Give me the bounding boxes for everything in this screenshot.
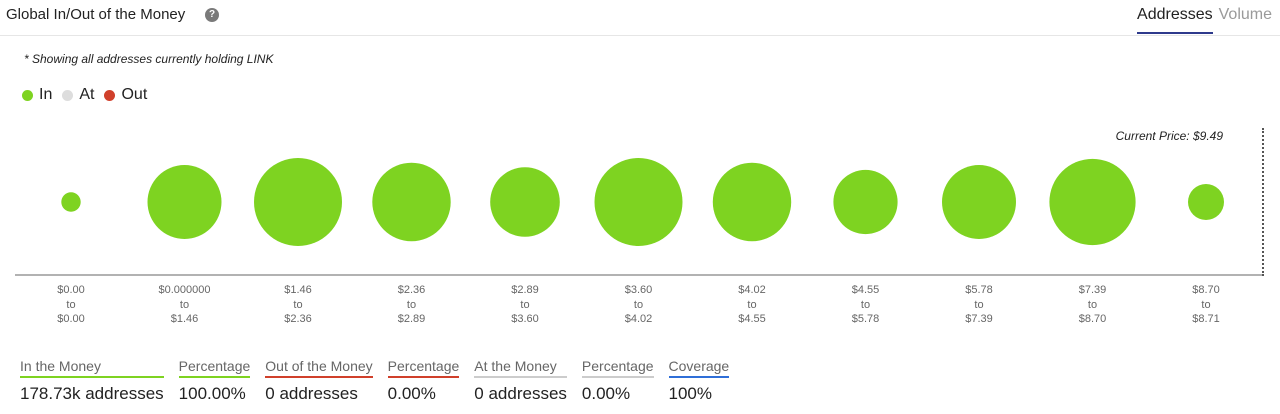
current-price-label: Current Price: $9.49 <box>1115 129 1223 143</box>
bubble-2[interactable] <box>254 158 342 246</box>
stat-value: 0.00% <box>387 384 436 403</box>
tick-to: $3.60 <box>511 313 539 325</box>
stat-1: Percentage 100.00% <box>178 358 251 404</box>
holding-note: * Showing all addresses currently holdin… <box>24 52 274 66</box>
bubble-7[interactable] <box>833 169 898 235</box>
tick-joiner: to <box>1201 298 1211 311</box>
x-tick-label: $4.02 to $4.55 <box>707 283 797 327</box>
bubble-1[interactable] <box>147 165 222 239</box>
legend-item-at[interactable]: At <box>62 86 94 104</box>
bubble-chart <box>15 158 1262 276</box>
stat-value: 100.00% <box>178 384 246 403</box>
stat-value: 0.00% <box>581 384 631 403</box>
stat-6: Coverage 100% <box>668 358 730 404</box>
tick-from: $0.000000 <box>158 284 211 296</box>
stat-value: 0 addresses <box>265 384 358 403</box>
tick-joiner: to <box>860 298 871 311</box>
tick-to: $5.78 <box>851 313 880 325</box>
tab-volume[interactable]: Volume <box>1218 6 1272 23</box>
tick-to: $4.02 <box>624 313 653 325</box>
stat-3: Percentage 0.00% <box>387 358 460 404</box>
tick-from: $5.78 <box>965 284 993 296</box>
tick-from: $4.55 <box>851 284 880 296</box>
tick-joiner: to <box>633 298 644 311</box>
stat-label: Percentage <box>581 358 654 378</box>
legend-item-in[interactable]: In <box>22 86 52 104</box>
current-price-line <box>1262 128 1264 276</box>
legend-dot-out <box>104 89 116 101</box>
bubble-9[interactable] <box>1049 158 1136 246</box>
header-bar: Global In/Out of the Money ? Addresses V… <box>0 0 1280 36</box>
x-tick-label: $0.000000 to $1.46 <box>140 283 230 327</box>
tick-joiner: to <box>406 298 417 311</box>
tick-from: $1.46 <box>284 284 312 296</box>
stat-label: Percentage <box>387 358 460 378</box>
view-tabs: Addresses Volume <box>1131 6 1272 34</box>
tick-to: $2.89 <box>397 313 426 325</box>
question-icon[interactable]: ? <box>205 8 219 22</box>
legend-dot-in <box>22 89 33 101</box>
x-tick-label: $2.89 to $3.60 <box>480 283 570 327</box>
stat-0: In the Money 178.73k addresses <box>20 358 164 404</box>
tick-joiner: to <box>1087 298 1098 311</box>
bubble-0[interactable] <box>61 192 81 212</box>
x-tick-label: $2.36 to $2.89 <box>367 283 457 327</box>
stat-value: 0 addresses <box>474 384 567 403</box>
tick-from: $4.02 <box>738 284 766 296</box>
bubble-3[interactable] <box>372 162 451 242</box>
tick-to: $4.55 <box>738 313 766 325</box>
stat-value: 100% <box>668 384 712 403</box>
legend-dot-at <box>62 89 74 101</box>
tick-joiner: to <box>520 298 530 311</box>
tick-to: $1.46 <box>170 313 199 325</box>
stat-label: In the Money <box>20 358 164 378</box>
x-tick-label: $8.70 to $8.71 <box>1161 283 1251 327</box>
stat-label: At the Money <box>474 358 567 378</box>
bubble-8[interactable] <box>942 165 1016 239</box>
tick-from: $8.70 <box>1192 284 1220 296</box>
stat-5: Percentage 0.00% <box>581 358 654 404</box>
legend-label-at: At <box>79 86 95 103</box>
x-tick-label: $1.46 to $2.36 <box>253 283 343 327</box>
stat-label: Percentage <box>178 358 251 378</box>
bubble-4[interactable] <box>490 167 560 237</box>
legend-label-out: Out <box>121 86 148 103</box>
legend-label-in: In <box>39 86 53 103</box>
tick-joiner: to <box>179 298 190 311</box>
tick-to: $0.00 <box>57 313 85 325</box>
chart-legend: In At Out <box>22 86 157 104</box>
tick-from: $2.36 <box>397 284 426 296</box>
tick-from: $2.89 <box>511 284 539 296</box>
bubble-6[interactable] <box>712 162 792 242</box>
tick-from: $3.60 <box>624 284 653 296</box>
legend-item-out[interactable]: Out <box>104 86 147 104</box>
stat-label: Out of the Money <box>265 358 373 378</box>
x-tick-label: $0.00 to $0.00 <box>26 283 116 327</box>
tick-to: $8.71 <box>1192 313 1220 325</box>
stat-2: Out of the Money 0 addresses <box>265 358 373 404</box>
x-tick-label: $4.55 to $5.78 <box>821 283 911 327</box>
bubble-5[interactable] <box>594 158 683 246</box>
tick-to: $7.39 <box>965 313 993 325</box>
tick-to: $8.70 <box>1078 313 1107 325</box>
x-tick-label: $3.60 to $4.02 <box>594 283 684 327</box>
tick-joiner: to <box>293 298 303 311</box>
summary-stats: In the Money 178.73k addresses Percentage 1… <box>20 358 744 404</box>
x-tick-label: $7.39 to $8.70 <box>1048 283 1138 327</box>
page-title: Global In/Out of the Money <box>6 6 186 23</box>
tick-joiner: to <box>747 298 757 311</box>
tick-from: $7.39 <box>1078 284 1107 296</box>
x-tick-label: $5.78 to $7.39 <box>934 283 1024 327</box>
tick-from: $0.00 <box>57 284 85 296</box>
tick-to: $2.36 <box>284 313 312 325</box>
stat-value: 178.73k addresses <box>20 384 164 403</box>
stat-label: Coverage <box>668 358 730 378</box>
stat-4: At the Money 0 addresses <box>474 358 567 404</box>
bubbles-group <box>61 158 1224 246</box>
tick-joiner: to <box>66 298 76 311</box>
bubble-10[interactable] <box>1188 184 1224 220</box>
tab-addresses[interactable]: Addresses <box>1137 6 1213 34</box>
tick-joiner: to <box>974 298 984 311</box>
